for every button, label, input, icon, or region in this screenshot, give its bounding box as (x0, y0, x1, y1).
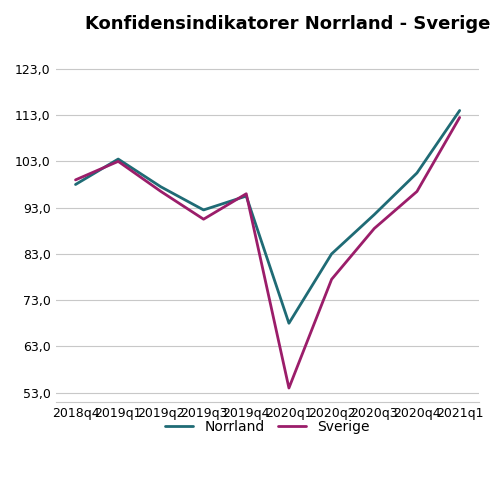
Sverige (72, 177, 78, 183)
Norrland (243, 193, 249, 199)
Norrland (372, 212, 378, 218)
Sverige (456, 114, 462, 120)
Legend: Norrland, Sverige: Norrland, Sverige (160, 415, 376, 440)
Sverige (328, 276, 334, 282)
Sverige (372, 226, 378, 232)
Sverige (286, 385, 292, 391)
Sverige (200, 216, 206, 222)
Norrland (456, 108, 462, 114)
Norrland (72, 182, 78, 188)
Sverige (414, 188, 420, 194)
Norrland (328, 251, 334, 257)
Line: Norrland: Norrland (76, 110, 460, 324)
Sverige (158, 188, 164, 194)
Text: Konfidensindikatorer Norrland - Sverige: Konfidensindikatorer Norrland - Sverige (84, 15, 490, 33)
Sverige (115, 158, 121, 164)
Norrland (115, 156, 121, 162)
Line: Sverige: Sverige (76, 118, 460, 388)
Norrland (158, 184, 164, 190)
Norrland (414, 170, 420, 176)
Sverige (243, 191, 249, 197)
Norrland (200, 207, 206, 213)
Norrland (286, 320, 292, 326)
